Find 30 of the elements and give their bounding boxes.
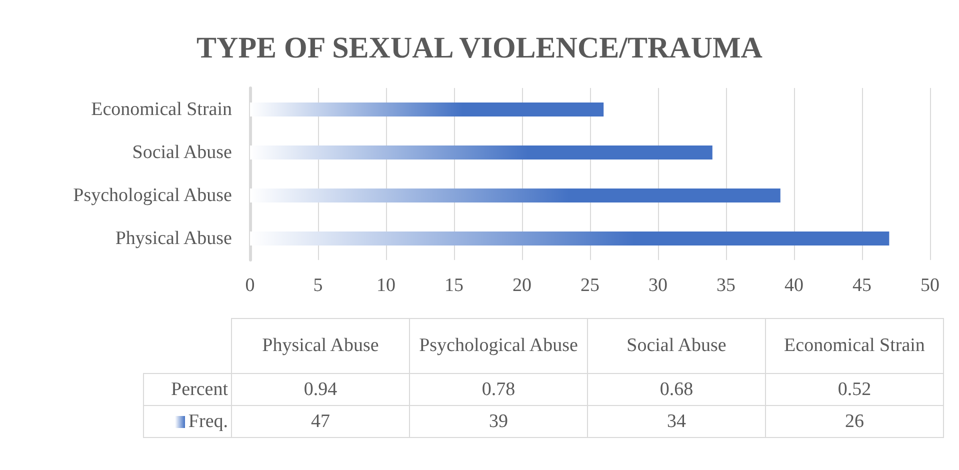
data-label: 0.68 (588, 374, 766, 406)
x-tick-label: 15 (444, 275, 464, 296)
legend-label: Freq. (144, 406, 232, 438)
x-tick-label: 0 (245, 275, 255, 296)
category-label: Economical Strain (766, 318, 944, 374)
y-tick-label: Psychological Abuse (73, 185, 232, 206)
x-tick-label: 5 (313, 275, 323, 296)
x-tick-label: 35 (716, 275, 736, 296)
data-label: 39 (410, 406, 588, 438)
x-tick-label: 10 (376, 275, 396, 296)
x-tick-label: 45 (852, 275, 872, 296)
chart-title: TYPE OF SEXUAL VIOLENCE/TRAUMA (196, 32, 763, 64)
category-label: Physical Abuse (232, 318, 410, 374)
category-label: Psychological Abuse (410, 318, 588, 374)
category-label: Social Abuse (588, 318, 766, 374)
data-label: 0.78 (410, 374, 588, 406)
text: Percent (144, 374, 232, 406)
data-label: 34 (588, 406, 766, 438)
y-tick-label: Physical Abuse (115, 228, 232, 249)
y-tick-label: Economical Strain (91, 99, 232, 120)
data-label: 0.52 (766, 374, 944, 406)
x-tick-label: 25 (580, 275, 600, 296)
data-label: 0.94 (232, 374, 410, 406)
x-tick-label: 30 (648, 275, 668, 296)
y-tick-label: Social Abuse (132, 142, 232, 163)
x-tick-label: 50 (920, 275, 940, 296)
data-label: 47 (232, 406, 410, 438)
x-tick-label: 40 (784, 275, 804, 296)
x-tick-label: 20 (512, 275, 532, 296)
data-label: 26 (766, 406, 944, 438)
